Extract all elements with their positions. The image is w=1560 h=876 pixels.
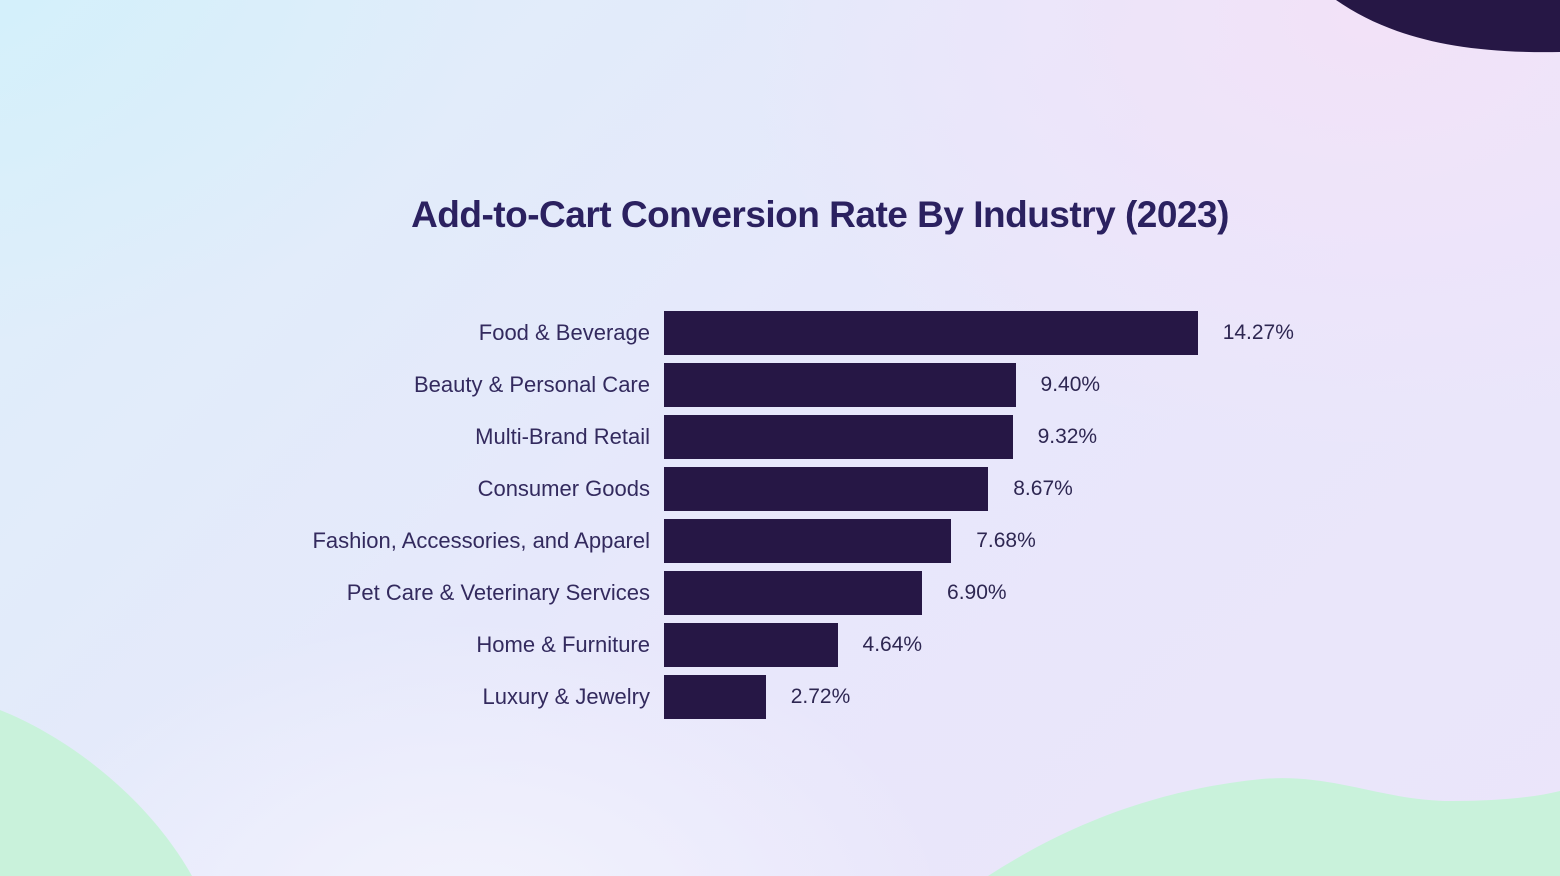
category-label: Multi-Brand Retail [475,424,650,449]
chart-row: Pet Care & Veterinary Services 6.90% [260,571,1380,615]
chart-rows: Food & Beverage 14.27% Beauty & Personal… [260,311,1380,719]
value-label: 4.64% [862,633,923,656]
value-label: 9.40% [1040,373,1101,396]
blob-bottom-left [0,710,192,876]
bar [664,415,1013,459]
value-label: 8.67% [1013,477,1073,500]
bar [664,467,989,511]
value-label: 14.27% [1222,321,1294,344]
category-label: Consumer Goods [477,476,650,501]
category-label: Home & Furniture [476,632,650,657]
category-label: Pet Care & Veterinary Services [346,580,650,605]
category-label: Luxury & Jewelry [482,684,650,709]
value-label: 2.72% [790,685,851,708]
bar [664,623,838,667]
chart-row: Food & Beverage 14.27% [260,311,1380,355]
value-label: 7.68% [976,529,1036,552]
bar-chart: Add-to-Cart Conversion Rate By Industry … [260,190,1380,727]
bar [664,675,766,719]
blob-bottom-right [988,778,1560,876]
bar [664,363,1016,407]
chart-row: Luxury & Jewelry 2.72% [260,675,1380,719]
chart-row: Fashion, Accessories, and Apparel 7.68% [260,519,1380,563]
bar [664,311,1198,355]
blob-top-right [1336,0,1560,53]
bar [664,519,952,563]
category-label: Fashion, Accessories, and Apparel [312,528,650,553]
chart-row: Beauty & Personal Care 9.40% [260,363,1380,407]
category-label: Beauty & Personal Care [413,372,650,397]
category-label: Food & Beverage [478,320,650,345]
value-label: 6.90% [947,581,1007,604]
chart-row: Multi-Brand Retail 9.32% [260,415,1380,459]
value-label: 9.32% [1037,425,1098,448]
bar [664,571,923,615]
chart-row: Home & Furniture 4.64% [260,623,1380,667]
chart-row: Consumer Goods 8.67% [260,467,1380,511]
chart-title: Add-to-Cart Conversion Rate By Industry … [411,194,1229,235]
